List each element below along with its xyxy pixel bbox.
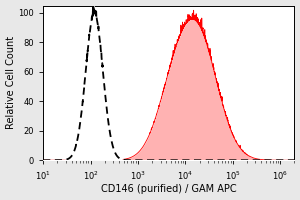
Y-axis label: Relative Cell Count: Relative Cell Count [6, 36, 16, 129]
X-axis label: CD146 (purified) / GAM APC: CD146 (purified) / GAM APC [101, 184, 237, 194]
